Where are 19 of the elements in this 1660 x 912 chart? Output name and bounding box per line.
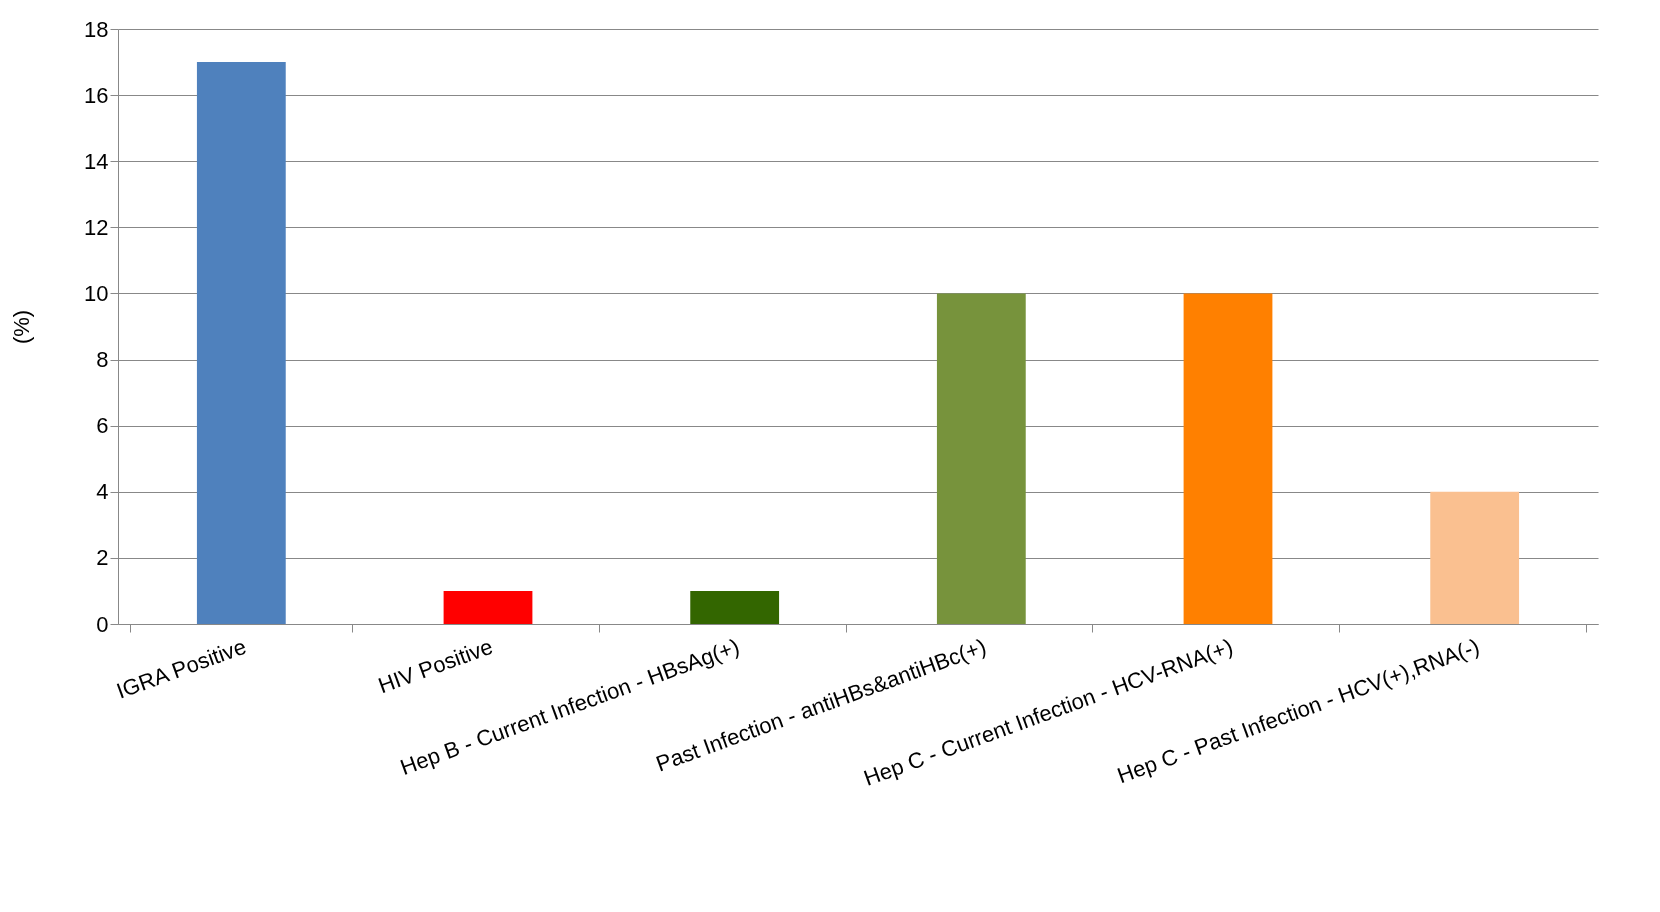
x-tick-label: HIV Positive xyxy=(374,633,497,699)
bar xyxy=(690,590,780,624)
bar xyxy=(1430,491,1520,624)
y-tick-label: 10 xyxy=(84,280,109,306)
bar xyxy=(443,590,533,624)
bar xyxy=(1183,293,1273,624)
bar xyxy=(936,293,1026,624)
y-axis-title: (%) xyxy=(9,309,35,345)
y-tick-label: 2 xyxy=(96,545,109,571)
y-tick-label: 0 xyxy=(96,611,109,637)
y-tick-label: 6 xyxy=(96,413,109,439)
bar xyxy=(196,62,286,624)
y-tick-label: 12 xyxy=(84,214,109,240)
x-tick-label: IGRA Positive xyxy=(113,633,250,704)
y-tick-label: 4 xyxy=(96,479,109,505)
y-tick-label: 16 xyxy=(84,82,109,108)
y-tick-label: 14 xyxy=(84,148,109,174)
y-tick-label: 8 xyxy=(96,347,109,373)
y-tick-label: 18 xyxy=(84,16,109,42)
